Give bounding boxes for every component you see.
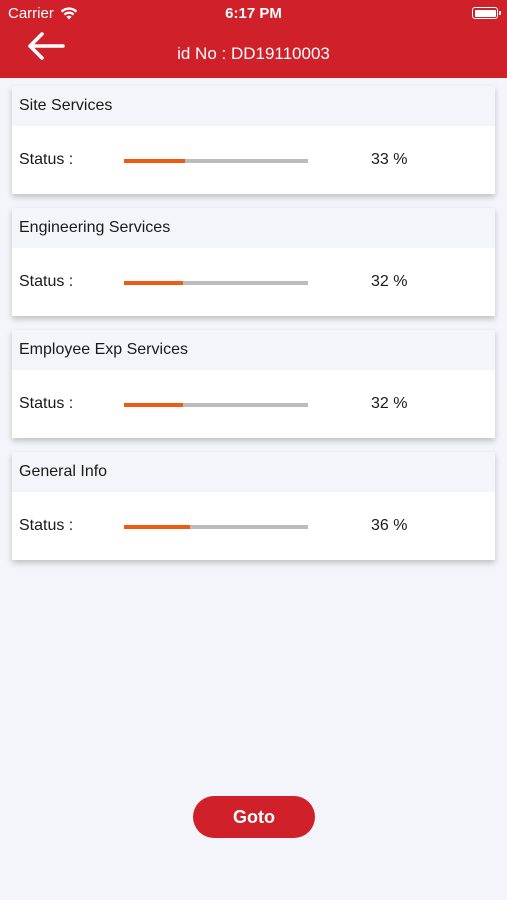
- progress-percent: 32 %: [371, 273, 408, 290]
- carrier-label: Carrier: [8, 5, 54, 22]
- progress-percent: 36 %: [371, 517, 408, 534]
- section-status-row: Status : 33 %: [12, 126, 495, 194]
- section-card[interactable]: General Info Status : 36 %: [12, 452, 495, 560]
- progress-fill: [124, 159, 185, 163]
- status-label: Status :: [19, 273, 74, 290]
- wifi-icon: [60, 7, 78, 20]
- progress-percent: 33 %: [371, 151, 408, 168]
- progress-fill: [124, 281, 183, 285]
- battery-icon: [472, 7, 501, 19]
- progress-track: [124, 281, 308, 285]
- section-title: Site Services: [12, 86, 495, 126]
- section-status-row: Status : 32 %: [12, 248, 495, 316]
- section-card[interactable]: Site Services Status : 33 %: [12, 86, 495, 194]
- section-title: General Info: [12, 452, 495, 492]
- status-label: Status :: [19, 395, 74, 412]
- arrow-left-icon: [28, 32, 65, 60]
- status-label: Status :: [19, 517, 74, 534]
- progress-percent: 32 %: [371, 395, 408, 412]
- carrier-indicator: Carrier: [8, 5, 78, 22]
- back-button[interactable]: [24, 30, 68, 62]
- section-title: Engineering Services: [12, 208, 495, 248]
- clock: 6:17 PM: [225, 5, 282, 22]
- status-label: Status :: [19, 151, 74, 168]
- progress-fill: [124, 403, 183, 407]
- goto-button[interactable]: Goto: [193, 796, 315, 838]
- app-header: Carrier 6:17 PM id No : DD19110003: [0, 0, 507, 78]
- progress-track: [124, 403, 308, 407]
- section-status-row: Status : 32 %: [12, 370, 495, 438]
- status-bar: Carrier 6:17 PM: [0, 0, 507, 28]
- progress-track: [124, 159, 308, 163]
- page-title: id No : DD19110003: [177, 44, 330, 63]
- progress-track: [124, 525, 308, 529]
- section-card[interactable]: Engineering Services Status : 32 %: [12, 208, 495, 316]
- progress-fill: [124, 525, 191, 529]
- section-status-row: Status : 36 %: [12, 492, 495, 560]
- section-title: Employee Exp Services: [12, 330, 495, 370]
- section-card[interactable]: Employee Exp Services Status : 32 %: [12, 330, 495, 438]
